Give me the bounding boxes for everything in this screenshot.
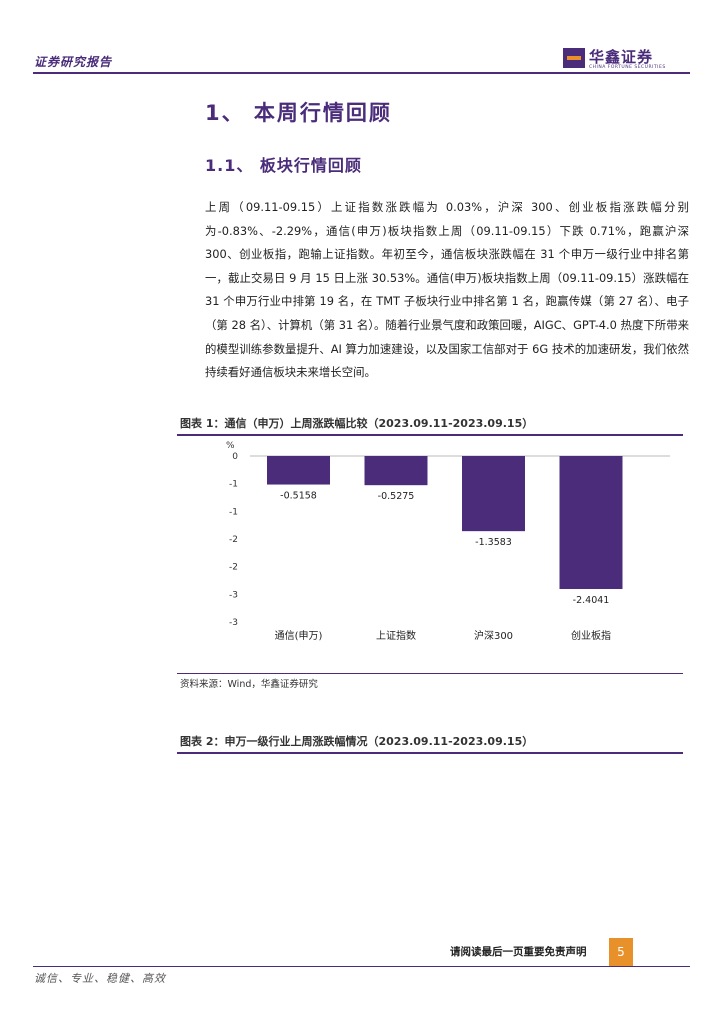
chart-data-label: -0.5275 — [378, 491, 415, 502]
chart-category-label: 通信(申万) — [275, 629, 323, 642]
chart-y-tick-label: -2 — [229, 535, 238, 545]
report-type-label: 证券研究报告 — [34, 55, 113, 69]
chart-category-label: 沪深300 — [474, 629, 513, 642]
chart-bars — [267, 456, 623, 590]
chart-bar — [462, 456, 525, 532]
chart-value-labels: -0.5158 -0.5275 -1.3583 -2.4041 — [280, 491, 609, 606]
chart-y-unit-label: % — [226, 441, 235, 451]
chart-bar — [364, 456, 428, 486]
chart-data-label: -0.5158 — [280, 491, 317, 502]
body-paragraph: 上周（09.11-09.15）上证指数涨跌幅为 0.03%，沪深 300、创业板… — [205, 200, 689, 380]
figure-2-title: 图表 2：申万一级行业上周涨跌幅情况（2023.09.11-2023.09.15… — [180, 735, 534, 748]
bar-chart: %0 -1 -1 -2 -2 -3 -3 -0.5158 -0.5275 -1.3583 -2.4… — [226, 441, 670, 642]
chart-data-label: -1.3583 — [475, 537, 512, 548]
chart-category-labels: 通信(申万) 上证指数 沪深300 创业板指 — [275, 629, 611, 642]
figure-1-source: 资料来源：Wind，华鑫证券研究 — [180, 679, 318, 690]
figure-2-top-rule — [177, 752, 683, 754]
chart-y-tick-label: -1 — [229, 480, 238, 490]
figure-1-title: 图表 1：通信（申万）上周涨跌幅比较（2023.09.11-2023.09.15… — [180, 417, 534, 430]
disclaimer-note: 请阅读最后一页重要免责声明 — [450, 946, 587, 958]
subsection-heading: 1.1、 板块行情回顾 — [205, 156, 362, 175]
chart-bar — [267, 456, 330, 485]
chart-y-tick-label: -3 — [229, 590, 238, 600]
page-number: 5 — [609, 938, 633, 966]
figure-1-bottom-rule — [177, 673, 683, 674]
footer-divider — [33, 966, 690, 967]
company-logo: 华鑫证券 CHINA FORTUNE SECURITIES — [563, 46, 691, 72]
figure-1-top-rule — [177, 434, 683, 436]
section-heading: 1、 本周行情回顾 — [205, 101, 392, 125]
chart-y-tick-label: -3 — [229, 618, 238, 628]
chart-category-label: 上证指数 — [376, 629, 416, 642]
header-divider — [33, 72, 690, 74]
chart-bar — [559, 456, 623, 590]
chart-data-label: -2.4041 — [573, 595, 610, 606]
logo-english-name: CHINA FORTUNE SECURITIES — [589, 65, 666, 70]
chart-y-tick-label: -1 — [229, 507, 238, 517]
logo-mark-icon — [563, 48, 585, 68]
footer-motto: 诚信、专业、稳健、高效 — [34, 972, 166, 985]
chart-y-tick-label: 0 — [232, 452, 238, 462]
logo-chinese-name: 华鑫证券 — [589, 48, 654, 66]
chart-y-tick-label: -2 — [229, 563, 238, 573]
chart-category-label: 创业板指 — [571, 629, 611, 642]
